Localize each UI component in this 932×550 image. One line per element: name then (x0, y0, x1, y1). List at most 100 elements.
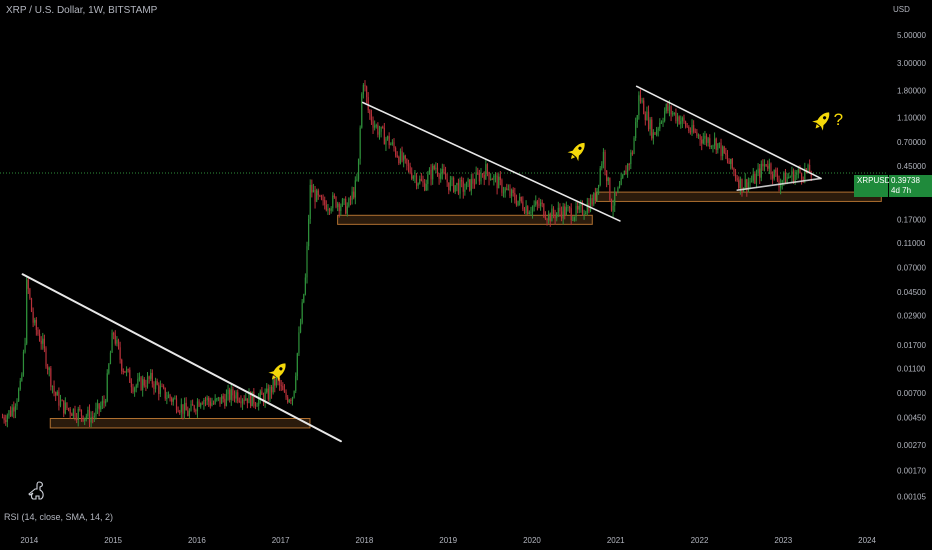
candle-body (407, 164, 410, 166)
candle-body (536, 201, 538, 204)
candle-body (443, 168, 445, 173)
candle-body (593, 193, 595, 205)
chart-title: XRP / U.S. Dollar, 1W, BITSTAMP (6, 5, 158, 16)
candle-body (538, 203, 540, 207)
candle-body (451, 177, 453, 180)
candle-body (641, 100, 643, 102)
candle-body (515, 200, 518, 206)
candle-body (340, 206, 342, 212)
x-tick-label: 2021 (607, 536, 625, 545)
rocket-flame (815, 124, 820, 129)
candle-body (253, 391, 255, 404)
candle-body (678, 116, 680, 124)
candle-body (203, 399, 205, 405)
candle-body (702, 138, 704, 144)
trendline (361, 101, 621, 222)
candle-body (435, 167, 437, 169)
candle-body (98, 403, 100, 410)
candle-body (626, 164, 629, 175)
candle-body (464, 189, 466, 192)
dinosaur-icon (28, 481, 44, 500)
support-zone (337, 214, 593, 225)
candle-body (625, 170, 627, 175)
candle-body (399, 151, 402, 164)
price-tag-price: 0.39738 (891, 176, 920, 185)
candle-body (390, 144, 392, 146)
candle-body (211, 403, 213, 406)
candle-body (279, 379, 281, 386)
candle-body (520, 196, 522, 202)
candle-body (45, 348, 47, 367)
candle-body (121, 359, 123, 371)
candle-body (372, 121, 374, 128)
candle-body (734, 171, 737, 179)
candle-body (475, 172, 477, 184)
candle-body (140, 377, 142, 390)
candle-body (290, 399, 292, 401)
candle-body (182, 404, 184, 414)
candle-body (607, 177, 609, 182)
candle-body (119, 347, 121, 360)
candle-body (322, 199, 324, 201)
candle-body (539, 202, 542, 207)
candle-body (747, 182, 750, 191)
y-tick-label: 0.00270 (897, 441, 926, 450)
candle-body (391, 142, 393, 145)
candle-body (320, 195, 323, 200)
candle-body (604, 151, 606, 171)
candle-body (338, 203, 340, 212)
candle-body (733, 168, 735, 172)
candle-body (298, 332, 300, 354)
candle-body (767, 165, 769, 169)
candle-body (361, 94, 363, 128)
candle-body (82, 415, 84, 421)
rocket-window (279, 367, 283, 371)
candle-body (523, 209, 526, 214)
candle-body (369, 110, 371, 115)
candle-body (327, 209, 329, 211)
candle-body (135, 385, 137, 389)
rsi-indicator-label[interactable]: RSI (14, close, SMA, 14, 2) (4, 512, 114, 522)
candle-body (414, 175, 416, 177)
candle-body (602, 151, 605, 164)
question-mark: ? (834, 110, 843, 129)
candle-body (541, 202, 543, 204)
candle-body (127, 369, 129, 371)
candle-body (27, 279, 29, 289)
candle-body (544, 216, 547, 220)
candle-body (701, 139, 703, 144)
candle-body (554, 214, 556, 219)
candle-body (586, 203, 588, 213)
candle-body (465, 181, 468, 190)
candle-body (731, 158, 733, 169)
candle-body (717, 143, 719, 150)
candle-body (248, 392, 250, 404)
candle-body (190, 403, 192, 411)
candle-body (272, 379, 274, 393)
candle-body (583, 214, 585, 216)
candle-body (56, 391, 58, 396)
candle-body (11, 407, 13, 416)
candle-body (256, 405, 258, 407)
candle-body (691, 125, 693, 133)
support-zone (49, 417, 311, 429)
candle-body (482, 173, 484, 175)
rocket-fin (268, 370, 280, 382)
candle-body (589, 198, 592, 212)
candle-body (699, 135, 701, 140)
candle-body (490, 179, 492, 181)
rocket-window (578, 146, 582, 150)
candle-body (266, 388, 268, 393)
candle-body (146, 376, 149, 387)
candle-body (114, 334, 116, 344)
candle-body (19, 380, 21, 390)
rocket-markers: ? (268, 110, 843, 382)
candle-body (169, 394, 171, 399)
candle-body (573, 217, 576, 220)
candle-body (499, 176, 501, 181)
candle-body (651, 119, 653, 139)
candle-body (659, 122, 661, 129)
rocket-body (571, 142, 585, 158)
candle-body (37, 329, 39, 335)
